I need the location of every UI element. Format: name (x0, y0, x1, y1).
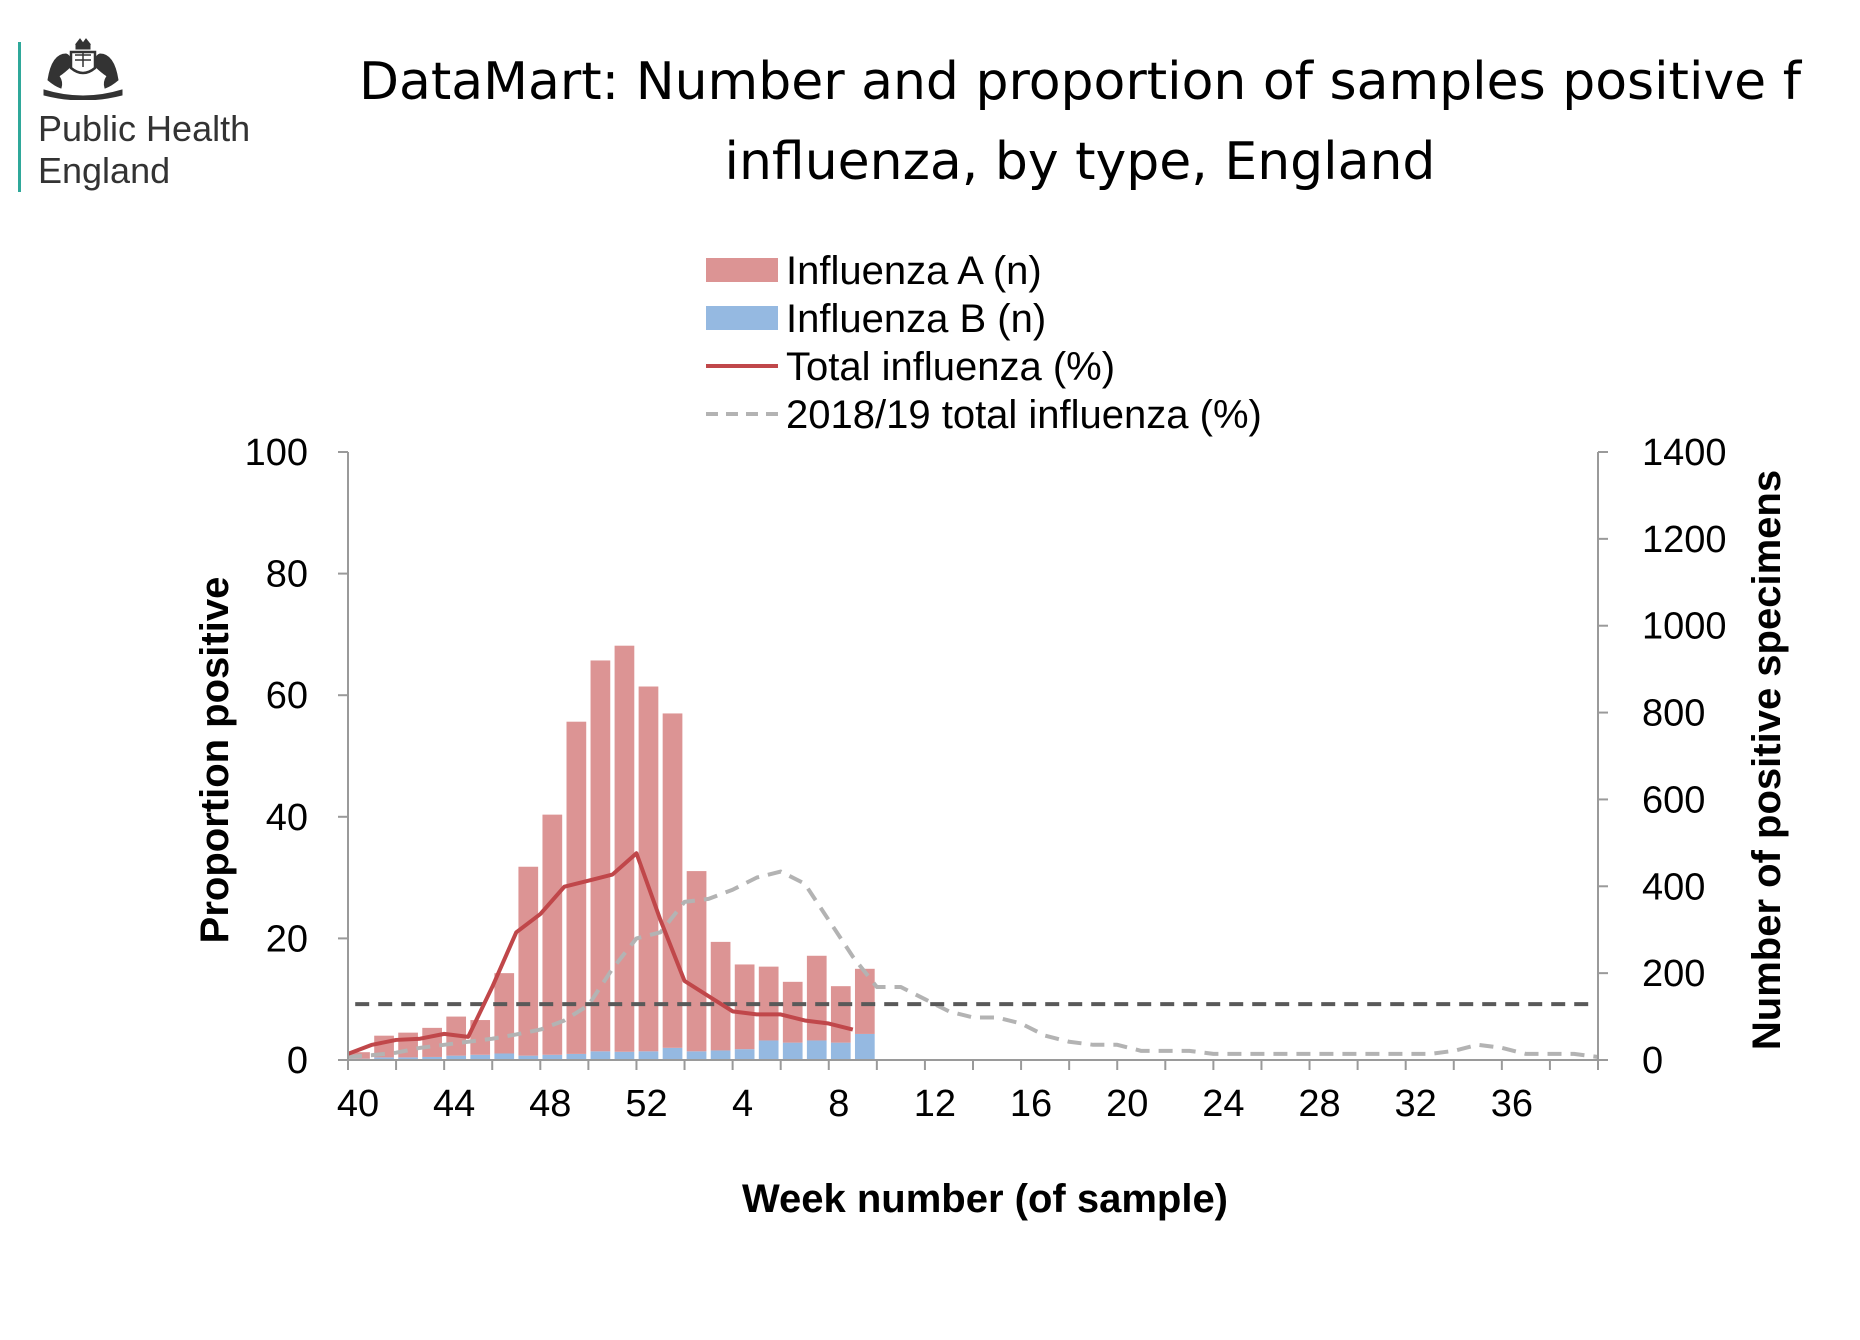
bar-influenza-a (758, 966, 779, 1041)
bar-influenza-a (854, 968, 875, 1034)
y-left-tick-label: 100 (245, 432, 308, 474)
bar-influenza-b (638, 1051, 659, 1060)
bar-influenza-b (854, 1033, 875, 1060)
bar-influenza-a (422, 1027, 442, 1057)
y-left-tick-label: 0 (287, 1040, 308, 1082)
y-right-tick-label: 1200 (1642, 519, 1727, 561)
bar-influenza-a (542, 814, 563, 1055)
bar-influenza-a (614, 645, 635, 1052)
bar-influenza-a (830, 986, 851, 1043)
chart-legend: Influenza A (n)Influenza B (n)Total infl… (706, 249, 1262, 437)
page-title-line1: DataMart: Number and proportion of sampl… (358, 52, 1801, 112)
bar-influenza-b (734, 1049, 755, 1060)
logo-rule (18, 42, 21, 192)
bar-influenza-b (566, 1053, 587, 1060)
bar-influenza-b (374, 1057, 394, 1060)
y-right-tick-label: 200 (1642, 953, 1705, 995)
royal-crest-icon (43, 38, 123, 100)
legend-label: Total influenza (%) (786, 345, 1115, 389)
bar-influenza-b (830, 1042, 851, 1060)
legend-label: Influenza A (n) (786, 249, 1042, 293)
bar-influenza-b (422, 1056, 442, 1060)
x-tick-label: 40 (337, 1083, 379, 1125)
lines-layer (347, 851, 1599, 1059)
bar-influenza-a (710, 941, 731, 1051)
x-tick-label: 44 (433, 1083, 475, 1125)
bar-influenza-b (614, 1051, 635, 1060)
x-tick-label: 28 (1298, 1083, 1340, 1125)
bar-influenza-a (494, 973, 515, 1054)
y-left-tick-label: 20 (266, 918, 308, 960)
line-total-influenza (347, 851, 854, 1056)
bar-influenza-b (398, 1057, 418, 1060)
bars-layer (350, 645, 875, 1060)
legend-swatch (706, 258, 778, 282)
x-tick-label: 48 (529, 1083, 571, 1125)
y-axis-left-title: Proportion positive (193, 577, 237, 944)
x-tick-label: 8 (828, 1083, 849, 1125)
bar-influenza-a (782, 981, 803, 1043)
bar-influenza-b (662, 1047, 683, 1060)
x-tick-label: 52 (625, 1083, 667, 1125)
bar-influenza-a (686, 871, 707, 1052)
y-right-tick-label: 1000 (1642, 606, 1727, 648)
line-2018-19-total-influenza (347, 869, 1599, 1059)
x-tick-label: 4 (732, 1083, 753, 1125)
x-tick-label: 24 (1202, 1083, 1244, 1125)
bar-influenza-b (494, 1053, 515, 1060)
x-tick-label: 36 (1491, 1083, 1533, 1125)
page-title: DataMart: Number and proportion of sampl… (300, 42, 1860, 202)
x-tick-label: 12 (914, 1083, 956, 1125)
y-right-tick-label: 800 (1642, 693, 1705, 735)
bar-influenza-a (566, 721, 587, 1054)
bar-influenza-b (782, 1042, 803, 1060)
y-left-tick-label: 60 (266, 675, 308, 717)
bar-influenza-b (806, 1040, 827, 1060)
y-axis-right-title: Number of positive specimens (1745, 470, 1789, 1050)
y-right-tick-label: 600 (1642, 779, 1705, 821)
org-name-line2: England (38, 150, 171, 191)
bar-influenza-a (662, 713, 683, 1048)
y-right-tick-label: 1400 (1642, 432, 1727, 474)
bar-influenza-a (518, 866, 539, 1056)
bar-influenza-a (590, 660, 611, 1052)
y-left-tick-label: 40 (266, 797, 308, 839)
bar-influenza-b (542, 1054, 563, 1060)
legend-label: Influenza B (n) (786, 297, 1046, 341)
bar-influenza-a (734, 964, 755, 1050)
legend-swatch (706, 306, 778, 330)
x-tick-label: 20 (1106, 1083, 1148, 1125)
bar-influenza-b (686, 1051, 707, 1060)
bar-influenza-b (758, 1040, 779, 1060)
page-title-line2: influenza, by type, England (724, 132, 1436, 192)
bar-influenza-b (518, 1055, 539, 1060)
legend-label: 2018/19 total influenza (%) (786, 393, 1262, 437)
bar-influenza-b (470, 1054, 491, 1060)
x-tick-label: 32 (1395, 1083, 1437, 1125)
bar-influenza-a (470, 1020, 491, 1055)
bar-influenza-b (446, 1055, 467, 1060)
y-left-tick-label: 80 (266, 554, 308, 596)
y-right-tick-label: 400 (1642, 866, 1705, 908)
y-right-tick-label: 0 (1642, 1040, 1663, 1082)
bar-influenza-b (710, 1050, 731, 1060)
x-tick-label: 16 (1010, 1083, 1052, 1125)
bar-influenza-b (590, 1051, 611, 1060)
phe-logo: Public Health England (18, 38, 278, 198)
bar-influenza-a (806, 955, 827, 1041)
bar-influenza-a (638, 686, 659, 1052)
org-name-line1: Public Health (38, 108, 251, 149)
x-axis-title: Week number (of sample) (742, 1177, 1228, 1221)
